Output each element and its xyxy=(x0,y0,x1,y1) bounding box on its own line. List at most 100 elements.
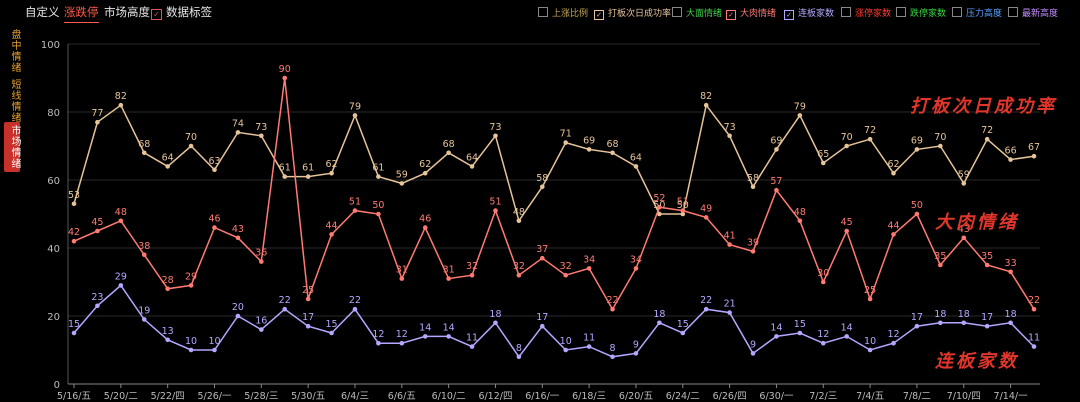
data-point xyxy=(938,143,943,149)
data-label: 15 xyxy=(68,319,80,330)
tab-market-height[interactable]: 市场高度 xyxy=(104,5,150,19)
data-label: 50 xyxy=(677,200,689,211)
data-point xyxy=(1008,320,1013,326)
x-tick-label: 7/14/一 xyxy=(994,391,1029,402)
data-point xyxy=(586,147,592,152)
data-point xyxy=(633,266,639,271)
x-tick-label: 5/16/五 xyxy=(57,391,91,402)
data-label: 21 xyxy=(724,299,736,310)
data-label: 73 xyxy=(724,122,736,133)
legend-item[interactable]: 压力高度 xyxy=(952,6,1002,19)
legend-item[interactable]: ✓ 打板次日成功率 xyxy=(594,6,671,20)
data-label: 37 xyxy=(536,244,548,255)
data-point xyxy=(774,187,779,193)
legend-label: 涨停家数 xyxy=(855,9,892,19)
checkbox-icon xyxy=(952,7,962,17)
data-label: 46 xyxy=(208,214,220,225)
data-label: 19 xyxy=(138,305,150,316)
data-label: 12 xyxy=(372,329,384,340)
data-point xyxy=(657,320,662,326)
data-point xyxy=(610,150,615,156)
data-label: 18 xyxy=(958,309,970,320)
data-label: 62 xyxy=(419,159,431,170)
data-label: 58 xyxy=(536,173,548,184)
side-tab-short-term[interactable]: 短线情绪 xyxy=(9,79,20,123)
legend-label: 最新高度 xyxy=(1022,9,1059,19)
legend-item[interactable]: 跌停家数 xyxy=(896,6,946,19)
legend-item[interactable]: 涨停家数 xyxy=(841,6,891,19)
data-point xyxy=(914,323,920,329)
data-label: 69 xyxy=(911,135,923,146)
data-point xyxy=(727,242,732,247)
data-point xyxy=(71,238,77,244)
data-point xyxy=(259,133,264,139)
legend-item[interactable]: 大面情绪 xyxy=(672,6,722,19)
side-tab-intraday[interactable]: 盘中情绪 xyxy=(9,29,20,73)
data-point xyxy=(1031,344,1037,349)
data-point xyxy=(914,147,920,152)
side-tab-market[interactable]: 市场情绪 xyxy=(4,122,20,172)
data-point xyxy=(282,75,288,81)
data-point xyxy=(376,211,381,217)
data-label: 71 xyxy=(560,129,572,140)
legend-label: 大面情绪 xyxy=(686,9,723,19)
data-point xyxy=(305,323,311,329)
data-label: 29 xyxy=(185,271,197,282)
data-point xyxy=(493,320,498,326)
data-label: 34 xyxy=(630,254,642,265)
data-label: 8 xyxy=(516,343,522,354)
data-label: 74 xyxy=(232,118,244,129)
data-point xyxy=(586,344,592,349)
data-point xyxy=(188,283,194,288)
data-point xyxy=(95,228,100,234)
data-point xyxy=(399,340,405,346)
data-label: 12 xyxy=(887,329,899,340)
callout-consecutive-boards: 连板家数 xyxy=(935,351,1019,372)
data-point xyxy=(376,340,381,346)
data-label: 61 xyxy=(372,163,384,174)
data-label: 77 xyxy=(91,108,103,119)
checkbox-icon xyxy=(1008,7,1018,17)
data-label: 35 xyxy=(934,251,946,262)
data-label: 17 xyxy=(911,312,923,323)
data-point xyxy=(610,354,615,360)
legend-item[interactable]: 最新高度 xyxy=(1008,6,1058,19)
data-label: 45 xyxy=(91,217,103,228)
data-point xyxy=(610,306,615,312)
data-point xyxy=(727,310,732,315)
y-tick-label: 60 xyxy=(47,176,60,187)
data-label: 43 xyxy=(958,224,970,235)
data-point xyxy=(235,235,241,241)
data-point xyxy=(984,262,990,268)
data-label: 62 xyxy=(326,159,338,170)
legend-item[interactable]: 上涨比例 xyxy=(538,6,588,19)
data-label: 22 xyxy=(606,295,618,306)
data-point xyxy=(657,211,662,217)
data-label: 17 xyxy=(536,312,548,323)
checkbox-icon xyxy=(896,7,906,17)
data-point xyxy=(516,354,522,360)
tab-limit-up-down[interactable]: 涨跌停 xyxy=(64,5,99,23)
data-point xyxy=(820,279,826,285)
data-label: 68 xyxy=(138,139,150,150)
data-point xyxy=(235,130,241,135)
data-label: 44 xyxy=(887,220,899,231)
data-point xyxy=(703,102,709,108)
data-label: 46 xyxy=(419,214,431,225)
data-label: 13 xyxy=(162,326,174,337)
data-point xyxy=(984,323,990,329)
data-label: 25 xyxy=(864,285,876,296)
data-point xyxy=(212,347,217,353)
data-label: 51 xyxy=(489,197,501,208)
data-point xyxy=(376,174,381,179)
data-label: 68 xyxy=(443,139,455,150)
legend-item[interactable]: ✓ 大肉情绪 xyxy=(726,6,776,20)
data-labels-toggle[interactable]: ✓ 数据标签 xyxy=(151,4,212,20)
legend-item[interactable]: ✓ 连板家数 xyxy=(784,6,834,20)
data-point xyxy=(282,306,288,312)
data-point xyxy=(422,334,428,339)
data-label: 50 xyxy=(911,200,923,211)
x-tick-label: 6/26/四 xyxy=(713,391,747,402)
y-tick-label: 80 xyxy=(47,108,60,119)
tab-custom[interactable]: 自定义 xyxy=(25,5,60,19)
